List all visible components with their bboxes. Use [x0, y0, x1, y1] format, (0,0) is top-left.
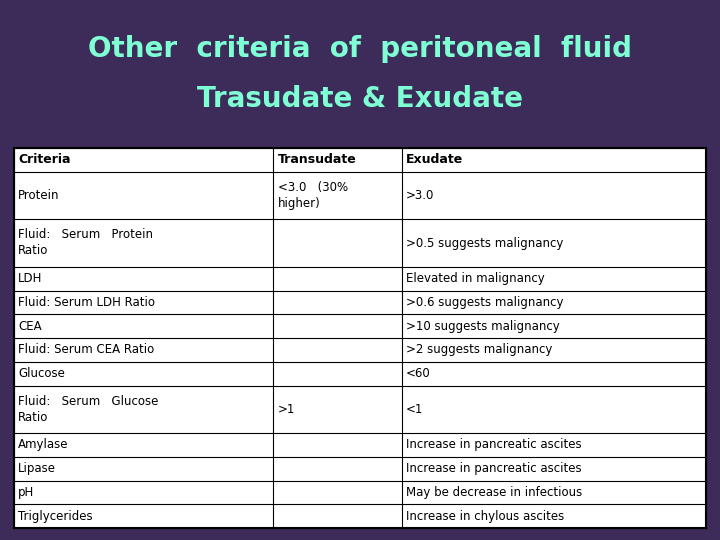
Text: >0.5 suggests malignancy: >0.5 suggests malignancy [406, 237, 563, 249]
Text: CEA: CEA [18, 320, 42, 333]
Text: >10 suggests malignancy: >10 suggests malignancy [406, 320, 559, 333]
Text: <3.0   (30%
higher): <3.0 (30% higher) [278, 181, 348, 210]
Text: Transudate: Transudate [278, 153, 356, 166]
Text: Lipase: Lipase [18, 462, 56, 475]
Text: Triglycerides: Triglycerides [18, 510, 93, 523]
Text: <1: <1 [406, 403, 423, 416]
Text: Fluid: Serum LDH Ratio: Fluid: Serum LDH Ratio [18, 296, 156, 309]
Text: Increase in pancreatic ascites: Increase in pancreatic ascites [406, 462, 582, 475]
Text: LDH: LDH [18, 272, 42, 285]
Text: >0.6 suggests malignancy: >0.6 suggests malignancy [406, 296, 563, 309]
Text: >2 suggests malignancy: >2 suggests malignancy [406, 343, 552, 356]
Text: Trasudate & Exudate: Trasudate & Exudate [197, 85, 523, 113]
Text: May be decrease in infectious: May be decrease in infectious [406, 486, 582, 499]
Text: Amylase: Amylase [18, 438, 69, 451]
Text: <60: <60 [406, 367, 431, 380]
Text: >1: >1 [278, 403, 295, 416]
Text: Criteria: Criteria [18, 153, 71, 166]
Text: Glucose: Glucose [18, 367, 66, 380]
Text: Increase in chylous ascites: Increase in chylous ascites [406, 510, 564, 523]
Text: Protein: Protein [18, 189, 60, 202]
Text: pH: pH [18, 486, 35, 499]
Text: Elevated in malignancy: Elevated in malignancy [406, 272, 544, 285]
Text: Fluid:   Serum   Protein
Ratio: Fluid: Serum Protein Ratio [18, 228, 153, 258]
Text: Increase in pancreatic ascites: Increase in pancreatic ascites [406, 438, 582, 451]
Text: Other  criteria  of  peritoneal  fluid: Other criteria of peritoneal fluid [88, 35, 632, 63]
Text: >3.0: >3.0 [406, 189, 434, 202]
Text: Fluid:   Serum   Glucose
Ratio: Fluid: Serum Glucose Ratio [18, 395, 158, 424]
Text: Exudate: Exudate [406, 153, 463, 166]
Text: Fluid: Serum CEA Ratio: Fluid: Serum CEA Ratio [18, 343, 155, 356]
